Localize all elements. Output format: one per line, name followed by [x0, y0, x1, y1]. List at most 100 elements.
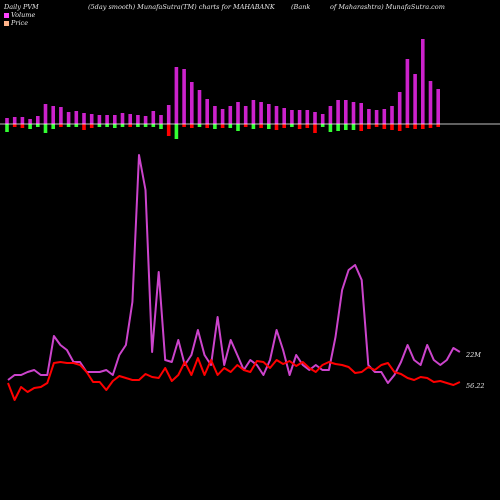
volume-bar-up — [74, 111, 79, 124]
volume-bar-up — [320, 114, 325, 124]
volume-bar-down — [43, 124, 48, 133]
volume-bar-down — [328, 124, 333, 132]
volume-bar-up — [28, 119, 32, 124]
volume-bar-up — [36, 116, 40, 124]
volume-bar-up — [143, 116, 148, 124]
volume-bar-down — [436, 124, 440, 127]
volume-bar-down — [128, 124, 132, 127]
volume-bar-down — [251, 124, 256, 129]
volume-bar-down — [313, 124, 317, 133]
volume-bar-up — [251, 100, 256, 124]
legend-price: Price — [4, 19, 28, 27]
volume-bar-down — [344, 124, 348, 130]
volume-bar-up — [390, 106, 394, 124]
volume-bar-down — [20, 124, 25, 128]
volume-bar-down — [228, 124, 233, 128]
volume-line — [7, 154, 461, 384]
volume-bar-up — [213, 106, 217, 124]
volume-bar-down — [12, 124, 17, 127]
volume-bar-up — [413, 74, 417, 124]
volume-bar-up — [397, 92, 402, 124]
volume-bar-down — [382, 124, 387, 129]
price-end-label: 56.22 — [466, 382, 485, 390]
volume-bar-down — [297, 124, 302, 129]
volume-bar-up — [197, 90, 202, 124]
volume-bar-down — [51, 124, 55, 129]
volume-bar-down — [351, 124, 356, 130]
volume-bar-down — [28, 124, 32, 129]
volume-bar-up — [89, 114, 94, 124]
volume-bar-down — [120, 124, 125, 127]
volume-bar-down — [390, 124, 394, 130]
volume-bar-up — [328, 106, 333, 124]
volume-bar-down — [267, 124, 271, 129]
volume-bar-down — [374, 124, 379, 127]
volume-bar-up — [305, 110, 310, 124]
legend-price-swatch — [4, 20, 9, 26]
volume-bar-up — [236, 102, 240, 124]
legend-volume-swatch — [4, 12, 9, 18]
price-line — [7, 357, 461, 401]
volume-bar-up — [374, 110, 379, 124]
volume-bar-down — [36, 124, 40, 127]
volume-bar-up — [336, 100, 340, 124]
volume-bar-up — [166, 105, 171, 124]
volume-bar-up — [182, 69, 186, 124]
volume-bar-down — [182, 124, 186, 127]
volume-bar-down — [290, 124, 294, 127]
volume-bar-up — [113, 115, 117, 124]
volume-bar-down — [82, 124, 86, 130]
volume-bar-up — [313, 112, 317, 124]
volume-bar-up — [382, 109, 387, 124]
volume-bar-up — [66, 112, 71, 124]
volume-bar-down — [197, 124, 202, 127]
volume-bar-down — [89, 124, 94, 128]
volume-bar-up — [367, 109, 371, 124]
chart-header-left: Daily PVM — [4, 3, 39, 11]
volume-bar-up — [128, 114, 132, 124]
volume-bar-up — [120, 113, 125, 124]
volume-bar-down — [336, 124, 340, 131]
volume-bar-down — [166, 124, 171, 136]
volume-bar-up — [205, 99, 209, 124]
legend-volume: Volume — [4, 11, 35, 19]
volume-bar-down — [174, 124, 179, 139]
volume-bar-up — [436, 89, 440, 124]
volume-bar-up — [5, 118, 9, 124]
volume-bar-down — [213, 124, 217, 129]
volume-bar-up — [12, 117, 17, 124]
volume-bar-down — [136, 124, 140, 127]
legend-price-label: Price — [11, 19, 29, 27]
volume-bar-down — [105, 124, 109, 127]
volume-bar-up — [359, 103, 363, 124]
volume-bar-up — [428, 81, 433, 124]
volume-bar-down — [320, 124, 325, 127]
volume-bar-up — [274, 106, 279, 124]
volume-bar-down — [397, 124, 402, 131]
volume-bar-up — [82, 113, 86, 124]
volume-bar-down — [367, 124, 371, 129]
volume-bar-down — [220, 124, 225, 128]
volume-bar-up — [290, 110, 294, 124]
volume-bar-down — [359, 124, 363, 131]
volume-bar-up — [405, 59, 410, 124]
volume-bar-down — [205, 124, 209, 128]
volume-bar-up — [243, 106, 248, 124]
legend-volume-label: Volume — [11, 11, 36, 19]
volume-bar-up — [228, 106, 233, 124]
chart-header-company: (Bank — [291, 3, 311, 11]
volume-bar-up — [190, 82, 194, 124]
volume-bar-up — [259, 102, 263, 124]
volume-bar-up — [351, 102, 356, 124]
volume-bar-down — [405, 124, 410, 128]
volume-bar-down — [59, 124, 63, 127]
volume-bar-up — [97, 115, 102, 124]
volume-bar-up — [267, 104, 271, 124]
volume-bar-down — [428, 124, 433, 128]
volume-bar-up — [159, 115, 163, 124]
chart-header-site: of Maharashtra) MunafaSutra.com — [330, 3, 445, 11]
volume-bar-down — [113, 124, 117, 128]
volume-bar-up — [297, 110, 302, 124]
